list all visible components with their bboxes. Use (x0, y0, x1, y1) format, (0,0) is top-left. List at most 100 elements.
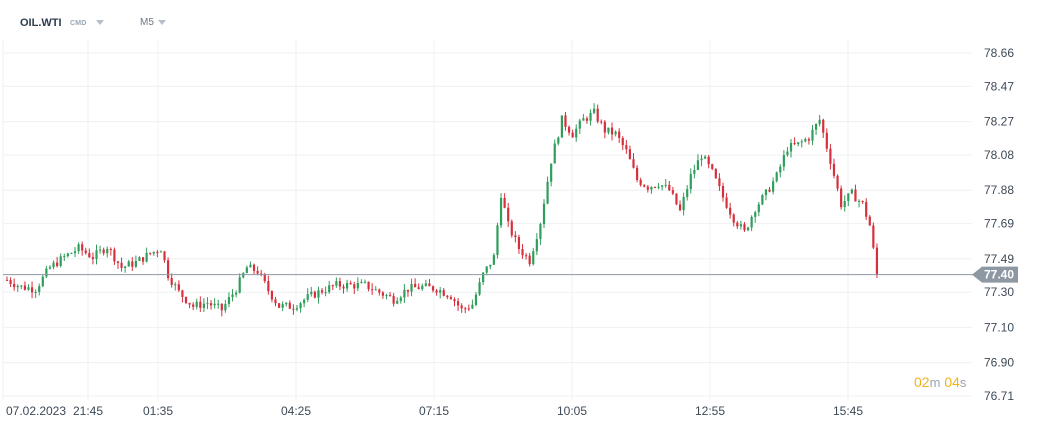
candle-body (868, 216, 871, 226)
candle-body (306, 294, 309, 300)
candle-body (13, 283, 16, 288)
candle-body (446, 295, 449, 298)
candle-body (772, 181, 775, 192)
candle-body (746, 227, 750, 231)
candle-body (435, 290, 438, 293)
candle-body (603, 121, 606, 133)
candle-body (718, 178, 721, 186)
candle-body (252, 264, 256, 271)
candle-body (854, 189, 857, 202)
candle-body (721, 185, 725, 198)
candle-body (492, 255, 495, 265)
candle-body (77, 244, 80, 252)
candle-body (102, 249, 105, 254)
candle-body (711, 164, 714, 169)
candle-body (138, 257, 141, 261)
candle-body (242, 273, 245, 278)
time-axis[interactable]: 07.02.2023 21:45 01:35 04:25 07:15 10:05 12:55… (6, 404, 863, 418)
candle-body (245, 267, 248, 274)
candle-body (346, 283, 349, 289)
candle-body (707, 156, 710, 165)
candle-body (320, 290, 324, 293)
candle-body (567, 126, 571, 133)
candle-body (840, 188, 843, 208)
candle-body (324, 292, 327, 294)
candle-body (789, 143, 793, 152)
candle-body (782, 155, 785, 167)
candle-body (600, 121, 603, 123)
candle-body (410, 283, 413, 292)
candle-body (34, 292, 37, 294)
candle-body (331, 285, 334, 287)
candle-body (754, 212, 757, 217)
candle-body (431, 286, 435, 291)
candle-body (38, 286, 41, 293)
candle-body (489, 264, 492, 267)
candle-body (700, 158, 703, 161)
candle-body (829, 148, 832, 164)
candle-body (496, 225, 499, 256)
time-tick-label: 07.02.2023 (6, 404, 66, 418)
timeframe-selector[interactable]: M5 (140, 17, 154, 28)
candle-body (768, 189, 771, 192)
candle-body (825, 132, 828, 149)
candle-body (661, 185, 664, 187)
candle-body (625, 145, 628, 150)
candle-body (757, 204, 760, 213)
candle-body (847, 193, 850, 202)
candle-body (664, 184, 667, 186)
candle-body (396, 300, 399, 304)
candle-body (421, 285, 424, 290)
candle-body (356, 282, 359, 289)
candle-body (686, 189, 689, 198)
candle-body (188, 302, 191, 305)
candle-body (800, 141, 803, 143)
candle-body (360, 281, 363, 283)
candle-body (349, 283, 352, 285)
candle-body (206, 303, 209, 305)
price-tick-label: 77.10 (984, 320, 1014, 334)
candle-body (618, 131, 621, 138)
candle-body (607, 127, 610, 133)
candle-body (614, 131, 617, 135)
candle-body (299, 303, 302, 309)
candle-body (560, 115, 563, 138)
candle-body (843, 201, 846, 208)
candle-body (217, 303, 220, 305)
candle-body (163, 251, 166, 261)
time-tick-label: 21:45 (73, 404, 103, 418)
candle-body (70, 253, 73, 255)
candle-body (542, 203, 546, 225)
candle-body (836, 175, 839, 189)
time-tick-label: 10:05 (557, 404, 587, 418)
candle-body (23, 285, 26, 290)
candle-body (295, 308, 299, 310)
candle-body (696, 160, 700, 171)
candle-body (775, 172, 778, 182)
candle-body (593, 108, 596, 113)
candle-body (45, 268, 48, 277)
candle-body (374, 289, 377, 291)
symbol-dropdown-chevron-icon[interactable] (96, 20, 104, 25)
candle-body (149, 252, 152, 254)
candle-body (539, 224, 542, 240)
candle-body (764, 189, 768, 196)
price-axis[interactable]: 78.66 78.47 78.27 78.08 77.88 77.69 77.49 77.30… (984, 46, 1014, 403)
candle-body (238, 277, 241, 293)
last-price-label: 77.40 (984, 268, 1014, 282)
candle-body (704, 156, 707, 159)
timeframe-dropdown-chevron-icon[interactable] (158, 20, 166, 25)
candle-body (220, 303, 223, 311)
candle-body (650, 186, 653, 190)
candle-body (850, 189, 853, 194)
symbol-selector[interactable]: OIL.WTI (20, 17, 62, 29)
candle-body (16, 285, 19, 288)
time-tick-label: 15:45 (833, 404, 863, 418)
candle-body (582, 118, 585, 121)
candle-body (550, 163, 553, 182)
candle-body (482, 272, 485, 283)
candle-body (392, 296, 395, 304)
candle-body (406, 289, 410, 292)
candle-body (403, 289, 406, 298)
